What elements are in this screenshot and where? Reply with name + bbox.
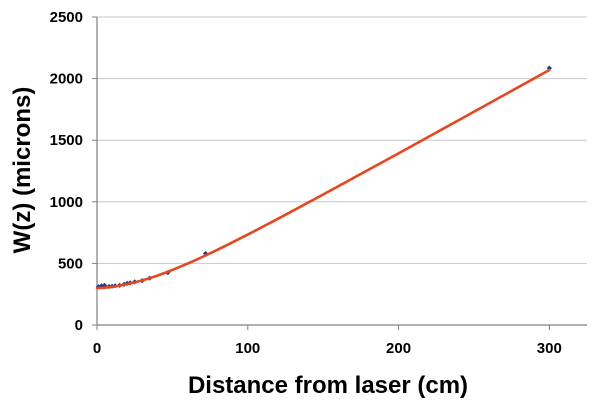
fit-line — [95, 68, 551, 290]
series-layer — [95, 65, 552, 290]
y-tick-label-3: 1500 — [50, 132, 83, 149]
data-point-2 — [101, 282, 108, 288]
tick-label-layer: 0 500 1000 1500 2000 2500 0 100 200 300 — [50, 9, 562, 357]
x-tick-label-0: 0 — [93, 340, 101, 357]
axis-layer — [92, 16, 587, 330]
y-tick-label-5: 2500 — [50, 9, 83, 26]
y-axis-title: W(z) (microns) — [9, 87, 36, 254]
x-tick-label-2: 200 — [386, 340, 411, 357]
x-tick-label-3: 300 — [537, 340, 562, 357]
grid-layer — [97, 16, 587, 264]
y-tick-label-0: 0 — [75, 317, 83, 334]
x-tick-label-1: 100 — [235, 340, 260, 357]
y-tick-label-2: 1000 — [50, 194, 83, 211]
y-tick-label-1: 500 — [58, 255, 83, 272]
x-axis-title: Distance from laser (cm) — [188, 372, 468, 399]
y-tick-label-4: 2000 — [50, 71, 83, 88]
